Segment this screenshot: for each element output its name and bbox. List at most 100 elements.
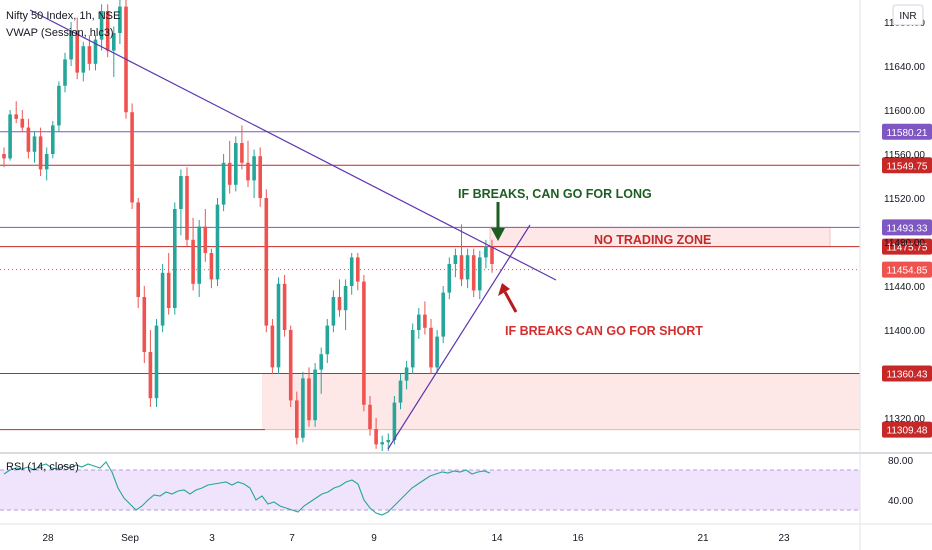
candle-body bbox=[392, 402, 397, 440]
candle-body bbox=[160, 272, 165, 326]
price-level-tag bbox=[882, 238, 932, 255]
candle-body bbox=[349, 257, 354, 286]
price-level-tag bbox=[882, 365, 932, 382]
candle-body bbox=[270, 325, 275, 368]
no-trading-zone-label: NO TRADING ZONE bbox=[594, 233, 711, 247]
candle-body bbox=[447, 264, 452, 293]
rsi-label: RSI (14, close) bbox=[6, 461, 79, 473]
candle-body bbox=[234, 143, 238, 185]
candle-body bbox=[490, 246, 494, 264]
x-tick-label: 28 bbox=[42, 533, 54, 544]
candle-body bbox=[75, 30, 79, 73]
candle-body bbox=[112, 33, 116, 51]
candle-body bbox=[465, 255, 470, 280]
x-tick-label: Sep bbox=[121, 533, 139, 544]
price-level-tag bbox=[882, 219, 932, 236]
candle-body bbox=[319, 354, 323, 370]
price-level-tag-label: 11580.21 bbox=[887, 128, 928, 139]
candle-body bbox=[185, 176, 189, 240]
candle-body bbox=[368, 404, 372, 429]
candle-body bbox=[154, 325, 159, 399]
descending-trendline bbox=[29, 9, 557, 281]
candle-body bbox=[410, 330, 415, 368]
currency-button[interactable] bbox=[892, 4, 924, 26]
candle-body bbox=[227, 162, 232, 185]
price-level-tag bbox=[882, 261, 932, 278]
x-tick-label: 3 bbox=[209, 533, 215, 544]
candle-body bbox=[325, 325, 330, 355]
candle-body bbox=[398, 380, 403, 403]
candle-body bbox=[51, 125, 55, 154]
candle-body bbox=[215, 204, 220, 280]
ascending-trendline bbox=[387, 224, 531, 450]
candle-body bbox=[63, 59, 67, 86]
candle-body bbox=[429, 327, 433, 368]
candle-body bbox=[44, 154, 49, 170]
levels-layer: 11580.21 11549.75 11493.33 11475.75 11454.85… bbox=[0, 123, 932, 438]
candle-body bbox=[136, 202, 140, 297]
candle-body bbox=[246, 162, 250, 181]
candle-body bbox=[69, 30, 73, 60]
candle-body bbox=[209, 253, 214, 280]
candle-body bbox=[459, 255, 464, 280]
candle-body bbox=[386, 440, 391, 443]
price-level-tag-label: 11475.75 bbox=[887, 243, 928, 254]
candle-body bbox=[307, 378, 311, 421]
candle-body bbox=[258, 156, 262, 198]
y-tick-label: 11560.00 bbox=[884, 150, 925, 161]
x-tick-label: 16 bbox=[572, 533, 584, 544]
candle-body bbox=[93, 39, 98, 64]
zones-layer bbox=[262, 226, 860, 430]
candle-body bbox=[20, 118, 25, 128]
chart-title: Nifty 50 Index, 1h, NSE bbox=[6, 10, 120, 22]
rsi-band bbox=[0, 470, 860, 510]
candle-body bbox=[301, 378, 305, 438]
annotations-layer: IF BREAKS, CAN GO FOR LONG IF BREAKS CAN … bbox=[458, 187, 711, 338]
y-tick-label: 11440.00 bbox=[884, 282, 925, 293]
candle-body bbox=[380, 442, 384, 445]
long-annotation: IF BREAKS, CAN GO FOR LONG bbox=[458, 187, 652, 201]
candle-body bbox=[197, 226, 201, 284]
candle-body bbox=[57, 85, 61, 126]
rsi-tick-label: 40.00 bbox=[888, 496, 913, 507]
candle-body bbox=[173, 209, 177, 308]
short-arrow-shaft bbox=[503, 291, 518, 313]
currency-label: INR bbox=[899, 11, 916, 22]
candle-body bbox=[252, 156, 256, 181]
y-tick-label: 11640.00 bbox=[884, 62, 925, 73]
x-tick-label: 9 bbox=[371, 533, 377, 544]
price-level-tag-label: 11549.75 bbox=[887, 161, 928, 172]
lower-zone bbox=[262, 373, 860, 430]
candle-body bbox=[453, 255, 458, 264]
price-level-tag-label: 11360.43 bbox=[887, 370, 928, 381]
candles-layer bbox=[2, 0, 494, 451]
candle-body bbox=[221, 162, 226, 205]
candle-body bbox=[404, 367, 409, 381]
candle-body bbox=[276, 283, 281, 368]
candle-body bbox=[99, 11, 104, 40]
candle-body bbox=[484, 246, 488, 258]
candle-body bbox=[374, 429, 378, 445]
price-level-tag-label: 11493.33 bbox=[887, 223, 928, 234]
y-tick-label: 11400.00 bbox=[884, 326, 925, 337]
price-level-tag-label: 11454.85 bbox=[887, 266, 928, 277]
candle-body bbox=[8, 114, 12, 159]
short-arrow-head bbox=[498, 283, 510, 296]
candle-body bbox=[313, 369, 317, 421]
candle-body bbox=[191, 239, 195, 284]
candle-body bbox=[295, 400, 299, 438]
candle-body bbox=[471, 255, 476, 291]
candle-body bbox=[179, 176, 183, 209]
candle-body bbox=[166, 272, 171, 308]
price-level-tag bbox=[882, 157, 932, 174]
candle-body bbox=[148, 352, 153, 399]
candle-body bbox=[240, 143, 244, 163]
candle-body bbox=[417, 314, 421, 330]
price-level-tag bbox=[882, 421, 932, 438]
x-tick-label: 23 bbox=[778, 533, 790, 544]
candle-body bbox=[288, 330, 293, 401]
x-tick-label: 14 bbox=[491, 533, 503, 544]
